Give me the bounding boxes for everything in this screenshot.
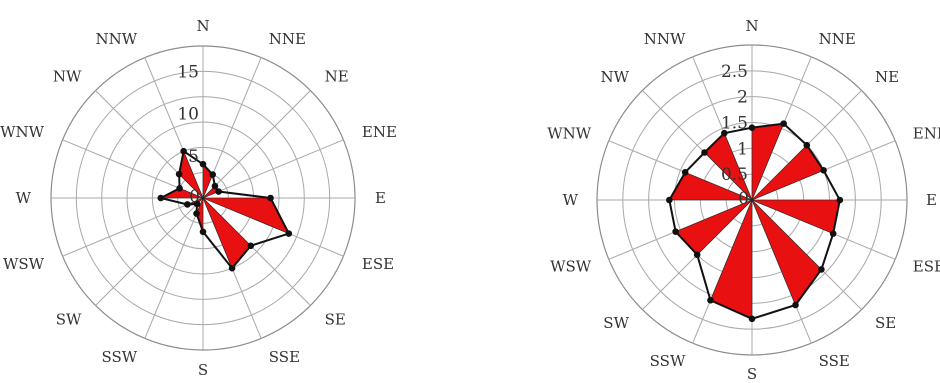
left-spoke [202,139,344,199]
right-point-ene [820,167,827,174]
right-direction-label-nne: NNE [819,30,856,48]
left-tick-label: 5 [188,147,199,167]
right-point-wnw [681,169,689,176]
left-tick-label: 15 [177,62,199,82]
right-direction-label-wnw: WNW [547,124,592,142]
left-point-sw [193,200,201,208]
right-point-nw [701,149,708,156]
left-point-s [199,228,207,236]
left-direction-label-s: S [198,361,208,379]
right-point-e [836,196,844,204]
right-point-ssw [707,296,714,304]
right-wind-rose: 0 0.5 1 1.5 2 2.5 N NNE NE ENE E ESE SE SSE S SSW SW WSW W… [547,17,940,383]
left-spoke [95,197,204,306]
left-point-e [267,194,274,202]
left-direction-label-w: W [16,189,32,207]
left-direction-label-ese: ESE [362,255,394,273]
right-direction-label-sse: SSE [819,352,850,370]
left-direction-label-e: E [375,189,386,207]
right-tick-label: 1 [737,139,748,159]
right-direction-label-ssw: SSW [650,352,686,370]
left-point-nnw [180,147,187,155]
left-spoke [62,197,204,257]
left-spoke [202,90,311,199]
left-point-ne [211,182,219,190]
right-direction-label-nw: NW [600,68,629,86]
right-direction-label-se: SE [875,314,896,332]
right-direction-label-ne: NE [875,68,899,86]
right-direction-label-w: W [563,191,579,209]
left-direction-label-ne: NE [325,67,349,85]
left-direction-label-nw: NW [53,67,82,85]
left-point-w [157,194,165,202]
right-point-se [818,266,825,273]
right-point-w [666,196,673,204]
left-point-se [247,242,255,250]
right-point-wsw [672,228,679,235]
right-point-ese [829,230,837,237]
right-direction-label-e: E [926,191,937,209]
right-point-n [748,124,756,131]
right-point-nne [780,120,787,127]
right-direction-label-n: N [745,17,758,35]
left-point-ese [285,230,293,237]
right-direction-label-nnw: NNW [644,30,686,48]
right-direction-label-ene: ENE [913,124,940,142]
left-point-nw [175,170,183,178]
left-point-ssw [193,210,200,217]
left-direction-label-n: N [196,17,209,35]
right-point-sw [693,251,701,259]
left-point-wnw [176,185,183,192]
right-tick-label: 1.5 [721,114,748,134]
right-tick-label: 2.5 [721,62,748,82]
right-point-ne [803,141,811,149]
right-direction-label-s: S [747,365,757,383]
right-point-nnw [721,129,728,137]
right-direction-label-sw: SW [603,314,629,332]
left-direction-label-wsw: WSW [3,255,45,273]
left-tick-label: 10 [177,105,199,125]
left-spoke [144,197,204,339]
left-direction-label-nnw: NNW [96,30,138,48]
left-point-sse [228,264,236,272]
right-tick-label: 2 [737,88,748,108]
left-direction-label-se: SE [325,311,346,329]
left-direction-label-nne: NNE [269,30,306,48]
right-direction-label-wsw: WSW [550,258,592,276]
right-tick-label: 0 [738,189,749,209]
left-direction-label-ssw: SSW [101,348,137,366]
right-tick-label: 0.5 [721,165,748,185]
left-tick-label: 0 [189,187,200,207]
left-direction-label-sse: SSE [269,348,300,366]
left-direction-label-wnw: WNW [0,123,45,141]
right-point-sse [792,301,799,309]
left-point-n [199,160,207,168]
left-wind-rose: 0 5 10 15 N NNE NE ENE E ESE SE SSE S SSW SW WSW W WNW NW N… [0,17,397,379]
left-direction-label-ene: ENE [362,123,397,141]
left-point-nne [209,171,216,178]
left-direction-label-sw: SW [56,311,82,329]
right-point-s [748,315,756,323]
right-direction-label-ese: ESE [913,258,940,276]
left-point-ene [215,188,222,195]
left-point-wsw [184,201,191,208]
